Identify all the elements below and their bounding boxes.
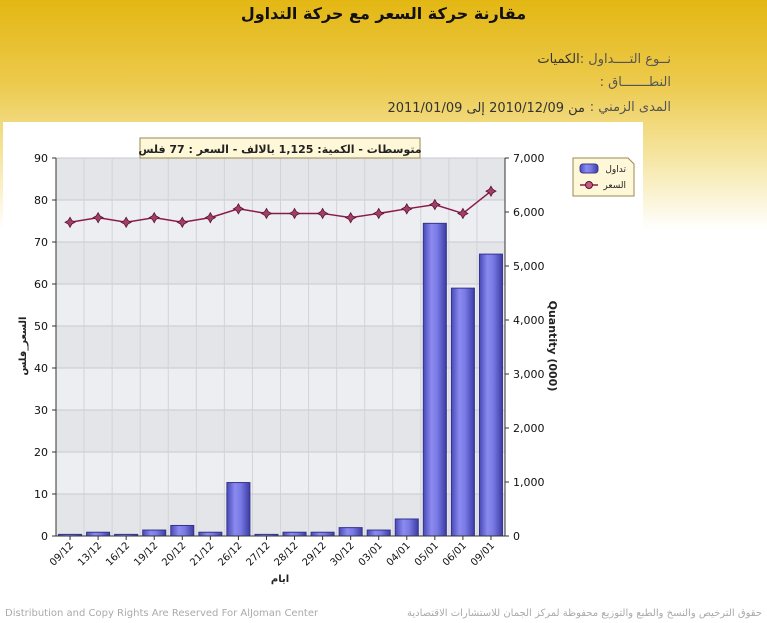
y-right-tick-label: 5,000 [513,260,545,273]
y-left-tick-label: 80 [34,194,48,207]
price-point-19/12 [148,211,161,224]
price-point-09/12 [64,216,76,229]
footer-copyright-ar: حقوق الترخيص والنسخ والطبع والتوزيع محفو… [406,608,762,619]
x-tick-label-06/01: 06/01 [441,540,469,568]
bar-06/01 [450,287,475,537]
y-axis-right-title: Quantity (000) [546,301,559,392]
legend-swatch-bar [579,163,599,174]
y-left-tick-label: 50 [34,320,48,333]
price-point-16/12 [120,216,132,229]
bar-19/12 [142,529,167,537]
x-tick-label-27/12: 27/12 [244,540,272,568]
price-point-03/01 [372,207,385,220]
y-right-tick-label: 3,000 [513,368,545,381]
x-tick-label-13/12: 13/12 [76,540,104,568]
price-point-09/01 [485,185,497,197]
price-point-29/12 [316,207,329,220]
trade-type-value: الكميات [537,52,580,67]
price-point-28/12 [288,207,301,220]
trade-type-row: نــوع التــــداول :الكميات [537,52,671,67]
y-right-tick-label: 2,000 [513,422,545,435]
y-left-tick-label: 70 [34,236,48,249]
x-tick-label-19/12: 19/12 [132,540,160,568]
x-tick-label-26/12: 26/12 [216,540,244,568]
y-right-tick-label: 0 [513,530,520,543]
price-point-27/12 [260,207,273,220]
price-line [69,190,492,224]
y-right-tick-label: 7,000 [513,152,545,165]
bar-03/01 [366,529,391,537]
legend-item-bar: تداول [605,165,626,175]
x-tick-label-21/12: 21/12 [188,540,216,568]
y-left-tick-label: 10 [34,488,48,501]
price-point-26/12 [232,203,245,215]
legend-marker-line [585,181,593,189]
bar-29/12 [310,531,335,537]
chart-title: متوسطات - الكمية: 1,125 بالالف - السعر :… [138,143,421,156]
range-row: النطـــــــاق : [600,75,671,90]
bar-20/12 [170,524,195,537]
trade-type-label: نــوع التــــداول : [579,52,671,67]
price-point-21/12 [204,211,217,224]
x-tick-label-09/01: 09/01 [469,540,497,568]
y-left-tick-label: 0 [41,530,48,543]
x-tick-label-20/12: 20/12 [160,540,188,568]
y-axis-left-title: السعر_فلس [18,317,29,376]
bar-28/12 [282,531,307,537]
x-tick-label-29/12: 29/12 [301,540,329,568]
bar-21/12 [198,531,223,537]
price-point-04/01 [400,203,413,215]
y-right-tick-label: 6,000 [513,206,545,219]
x-tick-label-04/01: 04/01 [385,540,413,568]
price-point-30/12 [344,211,357,224]
page-title: مقارنة حركة السعر مع حركة التداول [240,4,527,23]
x-tick-label-05/01: 05/01 [413,540,441,568]
y-left-tick-label: 30 [34,404,48,417]
x-tick-label-16/12: 16/12 [104,540,132,568]
y-right-tick-label: 4,000 [513,314,545,327]
y-left-tick-label: 20 [34,446,48,459]
chart-legend: تداول السعر [572,157,635,197]
x-tick-label-30/12: 30/12 [329,540,357,568]
period-row: المدى الزمني : [590,100,671,115]
chart-title-box [139,137,421,159]
bar-04/01 [394,518,419,537]
y-left-tick-label: 40 [34,362,48,375]
y-left-tick-label: 90 [34,152,48,165]
y-left-tick-label: 60 [34,278,48,291]
bar-05/01 [422,222,447,537]
x-axis-title: ايام [271,574,289,585]
price-point-06/01 [457,207,469,220]
x-tick-label-03/01: 03/01 [357,540,385,568]
bar-30/12 [338,527,363,537]
price-point-20/12 [176,216,189,229]
legend-item-line: السعر [602,181,626,191]
footer-copyright-en: Distribution and Copy Rights Are Reserve… [5,608,319,619]
y-right-tick-label: 1,000 [513,476,545,489]
range-label: النطـــــــاق : [599,75,671,90]
x-tick-label-28/12: 28/12 [272,540,300,568]
bar-13/12 [86,531,111,537]
price-point-05/01 [429,198,441,211]
x-tick-label-09/12: 09/12 [48,540,76,568]
bar-26/12 [226,482,251,537]
bar-09/01 [478,253,503,537]
period-value: من 2010/12/09 إلى 2011/01/09 [387,101,585,116]
price-point-13/12 [92,211,104,224]
period-label: المدى الزمني : [589,100,671,115]
